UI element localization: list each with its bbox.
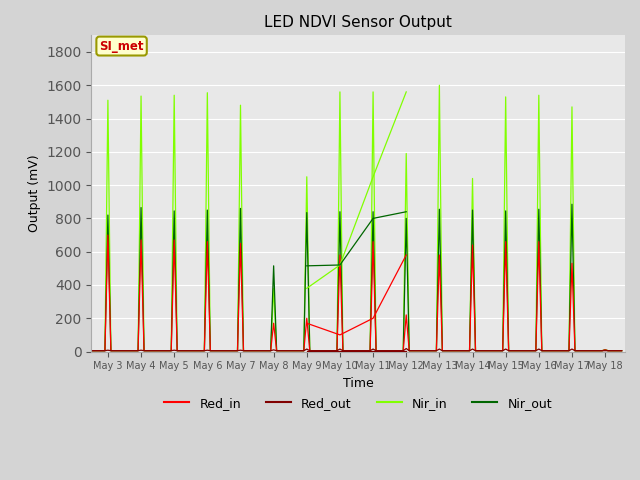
Y-axis label: Output (mV): Output (mV) bbox=[28, 155, 41, 232]
Legend: Red_in, Red_out, Nir_in, Nir_out: Red_in, Red_out, Nir_in, Nir_out bbox=[159, 392, 557, 415]
Title: LED NDVI Sensor Output: LED NDVI Sensor Output bbox=[264, 15, 452, 30]
X-axis label: Time: Time bbox=[343, 377, 374, 390]
Text: SI_met: SI_met bbox=[99, 39, 144, 53]
